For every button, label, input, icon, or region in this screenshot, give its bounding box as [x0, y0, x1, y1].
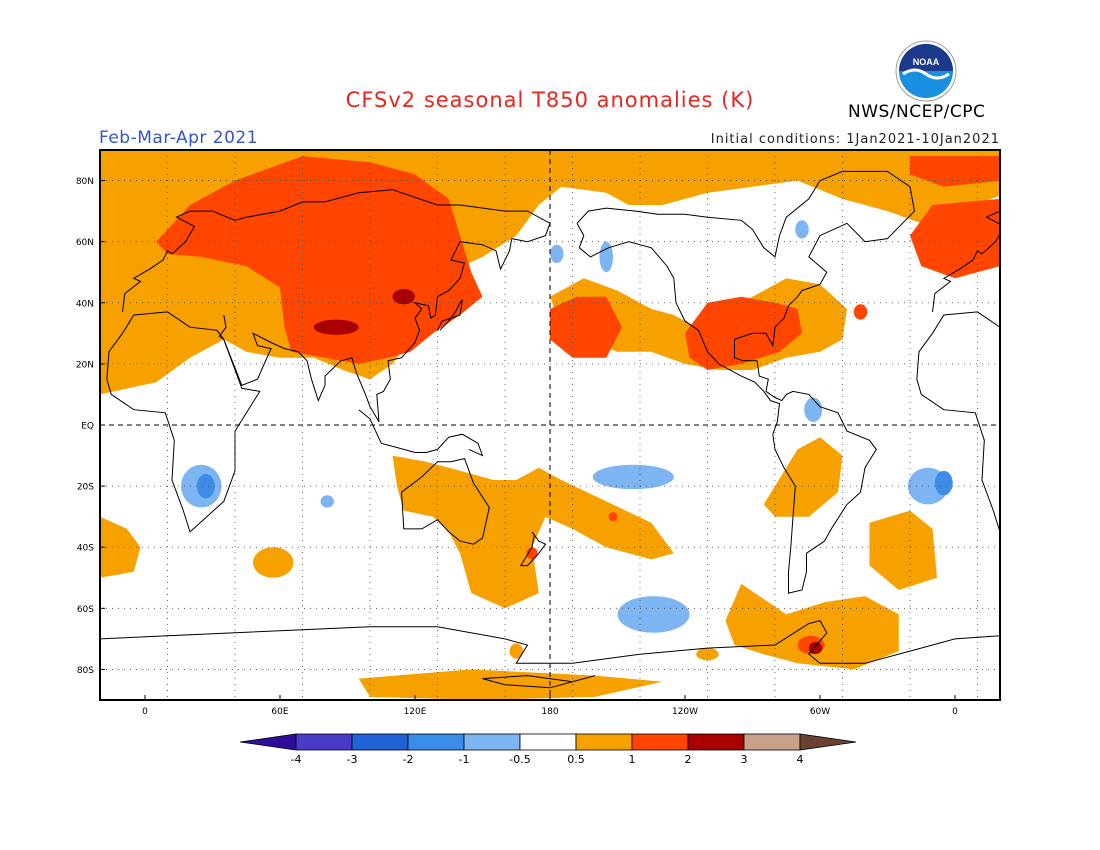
- lon-tick-label: 180: [541, 707, 558, 717]
- figure-title: CFSv2 seasonal T850 anomalies (K): [345, 88, 755, 112]
- cool-anomaly-amazon: [804, 397, 823, 422]
- colorbar-label: -1: [459, 753, 470, 766]
- coastlines: [100, 170, 1000, 689]
- agency-label: NWS/NCEP/CPC: [848, 102, 986, 122]
- lon-tick-label: 60W: [810, 707, 830, 717]
- warm-anomaly-tibet: [313, 319, 359, 335]
- warm-anomaly-bellingshausen: [696, 648, 719, 661]
- lat-tick-label: 40N: [76, 299, 94, 309]
- coast-new-zealand: [519, 531, 547, 567]
- colorbar-segment: [575, 733, 633, 751]
- lon-tick-label: 0: [142, 707, 148, 717]
- lat-tick-label: 20S: [77, 483, 94, 493]
- logo-text: NOAA: [913, 57, 940, 67]
- lat-tick-label: 60S: [77, 605, 94, 615]
- coast-antarctica: [100, 620, 1000, 664]
- colorbar-label: -2: [403, 753, 414, 766]
- cool-anomaly-indian-spot: [320, 495, 334, 508]
- cool-anomaly-south-atlantic-core: [934, 470, 953, 496]
- forecast-period: Feb-Mar-Apr 2021: [99, 128, 259, 148]
- colorbar-label: 3: [741, 753, 748, 766]
- colorbar-segment: [687, 733, 745, 751]
- warm-anomaly-ross-sea: [509, 643, 523, 659]
- lon-tick-label: 120W: [672, 707, 698, 717]
- colorbar-label: -3: [347, 753, 358, 766]
- colorbar-left-arrow: [239, 733, 297, 751]
- coast-japan: [437, 299, 463, 331]
- coast-asia-south-east: [218, 223, 551, 423]
- warm-anomaly-peninsula-peak: [808, 641, 823, 655]
- colorbar: -4 -3 -2 -1 -0.5 0.5 1 2 3 4: [239, 733, 857, 766]
- cool-anomaly-southern-africa-core: [196, 473, 215, 499]
- warm-anomaly-north-atlantic-edge: [100, 217, 134, 267]
- warm-anomaly-europe-right: [910, 198, 1000, 279]
- lat-tick-label: EQ: [81, 422, 94, 432]
- warm-anomaly-antarctic-peninsula: [725, 583, 899, 670]
- warm-anomaly-central-pacific: [550, 296, 622, 358]
- lat-tick-label: 80S: [77, 666, 94, 676]
- colorbar-label: 0.5: [567, 753, 585, 766]
- colorbar-segment: [295, 733, 353, 751]
- colorbar-segment: [743, 733, 801, 751]
- lat-tick-label: 20N: [76, 360, 94, 370]
- warm-anomaly-pacific-spot: [608, 512, 618, 522]
- lon-tick-label: 60E: [271, 707, 288, 717]
- cool-anomaly-alaska: [599, 241, 613, 273]
- gridlines: [100, 150, 1000, 700]
- cool-anomaly-south-atlantic: [907, 467, 949, 505]
- lon-tick-label: 0: [952, 707, 958, 717]
- warm-anomaly-south-america: [763, 437, 843, 517]
- coast-australia: [401, 458, 490, 545]
- cool-anomaly-southern-africa: [181, 464, 222, 508]
- warm-anomaly-south-atlantic-west: [100, 516, 141, 578]
- coast-eurasia-north: [122, 189, 551, 312]
- warm-anomaly-peninsula-core: [797, 635, 825, 655]
- lat-tick-label: 60N: [76, 238, 94, 248]
- colorbar-label: 4: [797, 753, 804, 766]
- cool-anomaly-greenland: [795, 220, 809, 239]
- warm-anomaly-new-zealand: [526, 547, 538, 560]
- colorbar-label: 2: [685, 753, 692, 766]
- warm-anomaly-north-america: [685, 296, 802, 370]
- warm-anomaly-antarctica: [358, 669, 663, 700]
- lat-tick-label: 40S: [77, 544, 94, 554]
- initial-conditions: Initial conditions: 1Jan2021-10Jan2021: [710, 132, 1000, 147]
- colorbar-label: -0.5: [509, 753, 530, 766]
- colorbar-segment: [519, 733, 577, 751]
- coast-africa-right: [916, 311, 1000, 533]
- coast-africa: [106, 311, 261, 533]
- coast-ross-shelf: [482, 675, 596, 689]
- warm-anomaly-mongolia: [392, 289, 415, 305]
- coast-eurasia-north-right: [932, 210, 1000, 312]
- anomaly-field: [100, 150, 1000, 700]
- cool-anomaly-bering: [550, 244, 564, 264]
- warm-anomaly-eurasia: [156, 156, 483, 364]
- noaa-logo: NOAA: [895, 40, 957, 102]
- lat-tick-label: 80N: [76, 177, 94, 187]
- colorbar-segment: [463, 733, 521, 751]
- coast-maritime: [358, 409, 484, 457]
- warm-anomaly-north-pacific-atlantic: [550, 278, 847, 370]
- colorbar-label: -4: [291, 753, 302, 766]
- warm-anomaly-atlantic-spot: [853, 304, 868, 320]
- lon-tick-label: 120E: [404, 707, 427, 717]
- colorbar-label: 1: [629, 753, 636, 766]
- cool-anomaly-south-pacific: [592, 464, 674, 490]
- colorbar-segment: [407, 733, 465, 751]
- warm-anomaly-south-atlantic: [869, 510, 937, 590]
- colorbar-segment: [631, 733, 689, 751]
- warm-anomaly-indian-ocean: [253, 547, 294, 578]
- cool-anomaly-southern-ocean: [617, 596, 690, 633]
- warm-anomaly-north: [100, 150, 1000, 395]
- warm-anomaly-south-pacific: [392, 455, 674, 609]
- coast-americas: [576, 170, 916, 594]
- colorbar-segment: [351, 733, 409, 751]
- warm-anomaly-arctic-right: [910, 156, 1000, 187]
- map-frame: [99, 149, 1001, 701]
- colorbar-right-arrow: [799, 733, 857, 751]
